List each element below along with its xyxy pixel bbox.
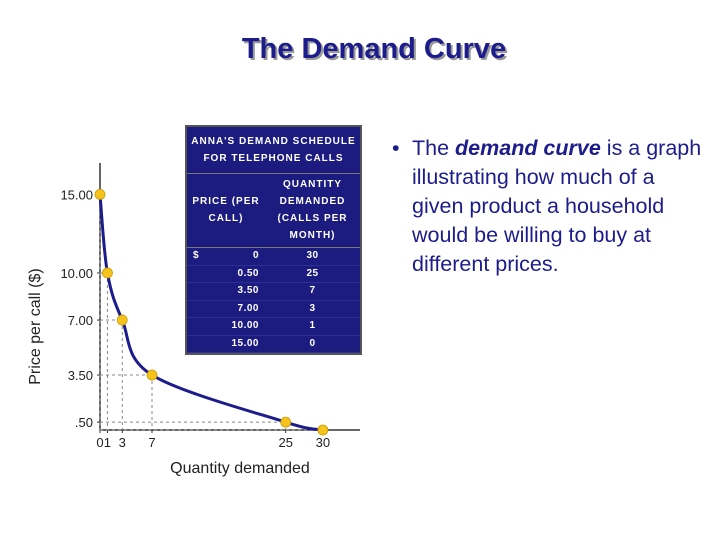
table-header: PRICE (PER CALL) QUANTITY DEMANDED (CALL… bbox=[187, 174, 360, 248]
table-row: 15.00 0 bbox=[187, 336, 360, 353]
table-row: $0 30 bbox=[187, 248, 360, 266]
point bbox=[116, 314, 128, 326]
title-shadow: The Demand Curve bbox=[244, 35, 508, 67]
point bbox=[280, 416, 292, 428]
y-tick-label: 10.00 bbox=[60, 266, 93, 281]
quantity-cell: 25 bbox=[306, 267, 319, 279]
price-cell: 0.50 bbox=[187, 266, 265, 283]
table-row: 0.50 25 bbox=[187, 266, 360, 283]
point bbox=[102, 267, 113, 279]
y-tick-label: 15.00 bbox=[60, 187, 93, 202]
x-tick-label: 0 bbox=[96, 435, 103, 450]
price: 15.00 bbox=[231, 337, 259, 349]
x-tick-label: 3 bbox=[119, 435, 126, 450]
x-tick-label: 30 bbox=[316, 435, 330, 450]
price-cell: 10.00 bbox=[187, 318, 265, 335]
currency: $ bbox=[193, 250, 200, 261]
price-cell: $0 bbox=[187, 248, 265, 265]
quantity-cell: 1 bbox=[309, 320, 316, 331]
price: 0.50 bbox=[237, 267, 259, 279]
table-body: $0 30 0.50 25 3.50 7 7.00 3 10.00 1 15.00 0 bbox=[187, 248, 360, 353]
price: 7.00 bbox=[237, 302, 259, 314]
text: is a graph illustrating how much of a gi… bbox=[412, 136, 702, 276]
table-row: 7.00 3 bbox=[187, 301, 360, 318]
text: The bbox=[412, 136, 456, 160]
quantity-cell: 30 bbox=[306, 250, 319, 261]
price-cell: 7.00 bbox=[187, 301, 265, 318]
x-tick-label: 25 bbox=[278, 435, 292, 450]
y-tick-label: 3.50 bbox=[68, 368, 93, 383]
table-row: 3.50 7 bbox=[187, 283, 360, 301]
header-cell: QUANTITY DEMANDED (CALLS PER MONTH) bbox=[277, 179, 348, 241]
bullet-dot: • bbox=[392, 136, 400, 160]
price: 10.00 bbox=[231, 320, 259, 331]
quantity-cell: 3 bbox=[309, 302, 316, 314]
quantity-cell: 7 bbox=[309, 285, 316, 296]
price-cell: 15.00 bbox=[187, 336, 265, 353]
header-cell: PRICE (PER CALL) bbox=[192, 196, 260, 224]
price: 0 bbox=[252, 250, 259, 261]
price-cell: 3.50 bbox=[187, 283, 265, 300]
x-tick-label: 7 bbox=[148, 435, 155, 450]
demand-table: ANNA'S DEMAND SCHEDULE FOR TELEPHONE CAL… bbox=[185, 125, 362, 355]
point bbox=[94, 189, 106, 200]
y-tick-label: .50 bbox=[75, 415, 93, 430]
y-tick-label: 7.00 bbox=[68, 313, 93, 328]
bullet-text: • The demand curve is a graph illustratin… bbox=[392, 134, 707, 279]
point bbox=[146, 369, 158, 381]
quantity-cell: 0 bbox=[309, 337, 316, 349]
slide-title: The Demand Curve bbox=[242, 33, 506, 65]
y-axis-label: Price per call ($) bbox=[27, 268, 44, 384]
price: 3.50 bbox=[237, 285, 259, 296]
table-title: ANNA'S DEMAND SCHEDULE FOR TELEPHONE CAL… bbox=[187, 127, 360, 174]
x-axis-label: Quantity demanded bbox=[170, 460, 310, 477]
emphasis: demand curve bbox=[455, 136, 601, 160]
x-tick-label: 1 bbox=[104, 435, 111, 450]
point bbox=[317, 424, 329, 436]
table-row: 10.00 1 bbox=[187, 318, 360, 336]
